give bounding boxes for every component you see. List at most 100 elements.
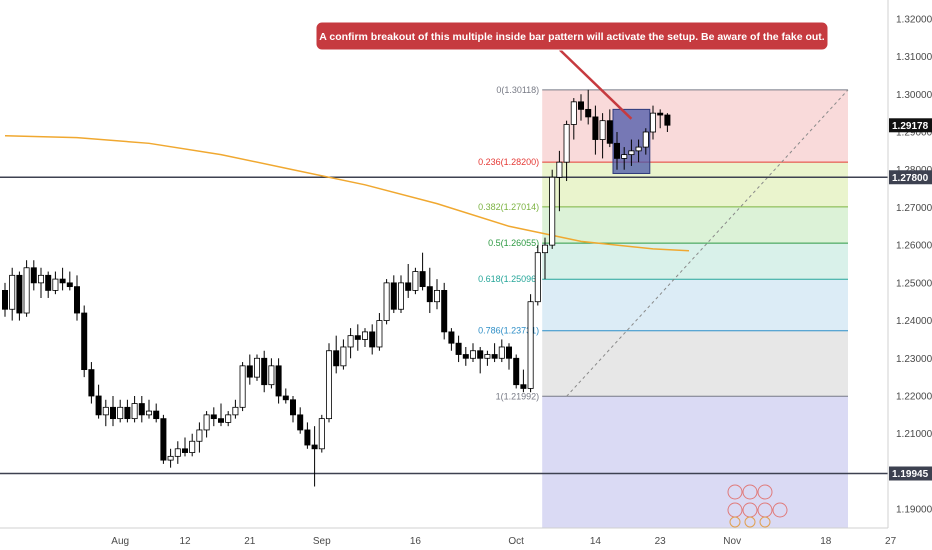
candle-body xyxy=(527,301,534,389)
price-tick-label: 1.26000 xyxy=(896,241,932,252)
time-tick-label: Sep xyxy=(313,536,331,547)
candle-body xyxy=(189,440,196,453)
candle-body xyxy=(38,274,45,284)
fib-band xyxy=(542,206,848,244)
candle-body xyxy=(347,335,354,348)
fib-level-label: 0(1.30118) xyxy=(496,85,539,95)
candle-body xyxy=(45,274,52,291)
candle-body xyxy=(498,346,505,359)
candle-body xyxy=(606,120,613,144)
fib-bands xyxy=(542,89,848,528)
candle-body xyxy=(297,414,304,431)
candle-body xyxy=(433,289,440,303)
candles xyxy=(2,89,671,487)
candle-body xyxy=(225,414,232,423)
candle-body xyxy=(217,418,224,423)
fib-band xyxy=(542,330,848,397)
candle-body xyxy=(110,406,117,420)
price-axis[interactable]: 1.190001.200001.210001.220001.230001.240… xyxy=(887,0,932,528)
candle-body xyxy=(16,274,23,314)
fib-level-label: 0.618(1.25096) xyxy=(478,274,539,284)
price-tick-label: 1.24000 xyxy=(896,316,932,327)
candle-body xyxy=(484,354,491,359)
candle-body xyxy=(325,350,332,420)
candle-body xyxy=(534,252,541,303)
fib-level-label: 0.786(1.23731) xyxy=(478,326,539,336)
price-tick-label: 1.23000 xyxy=(896,354,932,365)
candle-body xyxy=(167,455,174,461)
price-tick-label: 1.29000 xyxy=(896,128,932,139)
price-tick-label: 1.25000 xyxy=(896,278,932,289)
candle-body xyxy=(585,108,592,118)
candle-body xyxy=(426,286,433,303)
price-tag-label: 1.29178 xyxy=(892,121,929,132)
fib-level-label: 1(1.21992) xyxy=(496,391,540,401)
candle-body xyxy=(412,271,419,291)
price-tag xyxy=(889,118,932,133)
price-tick-label: 1.30000 xyxy=(896,90,932,101)
candle-body xyxy=(419,271,426,288)
candle-body xyxy=(556,161,563,178)
candle-body xyxy=(196,429,203,442)
fib-levels: 0(1.30118) 0.236(1.28200) 0.382(1.27014) 0.… xyxy=(478,85,848,401)
candle-body xyxy=(578,101,585,110)
price-tag xyxy=(889,170,932,185)
candle-body xyxy=(477,350,484,359)
annotation-callout[interactable]: A confirm breakout of this multiple insi… xyxy=(315,21,829,120)
candle-body xyxy=(340,346,347,367)
candle-body xyxy=(563,124,570,163)
candle-body xyxy=(592,116,599,140)
candle-body xyxy=(203,414,210,431)
candle-body xyxy=(542,244,549,254)
time-tick-label: Aug xyxy=(111,536,129,547)
fib-level-label: 0.5(1.26055) xyxy=(488,238,539,248)
moving-average-line xyxy=(4,135,690,252)
fib-level-label: 0.236(1.28200) xyxy=(478,157,539,167)
candle-body xyxy=(239,365,246,408)
candle-body xyxy=(361,331,368,340)
candle-body xyxy=(2,289,8,310)
candle-body xyxy=(160,418,167,461)
fib-level-label: 0.382(1.27014) xyxy=(478,202,539,212)
candle-body xyxy=(261,357,268,386)
candle-body xyxy=(614,142,621,159)
candle-body xyxy=(311,444,318,450)
candle-body xyxy=(469,350,476,359)
candle-body xyxy=(390,282,397,310)
candle-body xyxy=(635,146,642,152)
price-tick-label: 1.27000 xyxy=(896,203,932,214)
price-tick-label: 1.22000 xyxy=(896,392,932,403)
candle-body xyxy=(369,331,376,348)
time-axis[interactable]: Aug 12 21 Sep 16 Oct 14 23 Nov 18 27 xyxy=(0,527,897,547)
time-tick-label: 27 xyxy=(885,536,897,547)
price-tag-label: 1.19945 xyxy=(892,469,929,480)
candle-body xyxy=(268,365,275,386)
horizontal-lines[interactable] xyxy=(0,176,888,475)
candle-body xyxy=(74,286,81,314)
time-tick-label: 23 xyxy=(655,536,667,547)
time-tick-label: 14 xyxy=(590,536,602,547)
candle-body xyxy=(570,101,577,125)
candle-body xyxy=(131,403,138,420)
price-tag xyxy=(889,466,932,481)
candle-body xyxy=(376,320,383,348)
time-tick-label: 12 xyxy=(179,536,191,547)
candle-body xyxy=(289,399,296,416)
candle-body xyxy=(275,365,282,397)
candle-body xyxy=(95,395,102,416)
candle-body xyxy=(354,335,361,340)
fib-band xyxy=(542,279,848,331)
candle-body xyxy=(621,154,628,159)
candle-body xyxy=(405,282,412,291)
candle-body xyxy=(513,357,520,386)
candle-body xyxy=(59,278,66,284)
candle-body xyxy=(52,278,59,291)
time-tick-label: 18 xyxy=(820,536,832,547)
candle-body xyxy=(174,448,181,457)
price-tick-label: 1.21000 xyxy=(896,429,932,440)
watermark-logo-icon xyxy=(727,484,788,528)
candle-body xyxy=(30,267,37,284)
candle-body xyxy=(628,150,635,156)
candle-body xyxy=(397,282,404,310)
